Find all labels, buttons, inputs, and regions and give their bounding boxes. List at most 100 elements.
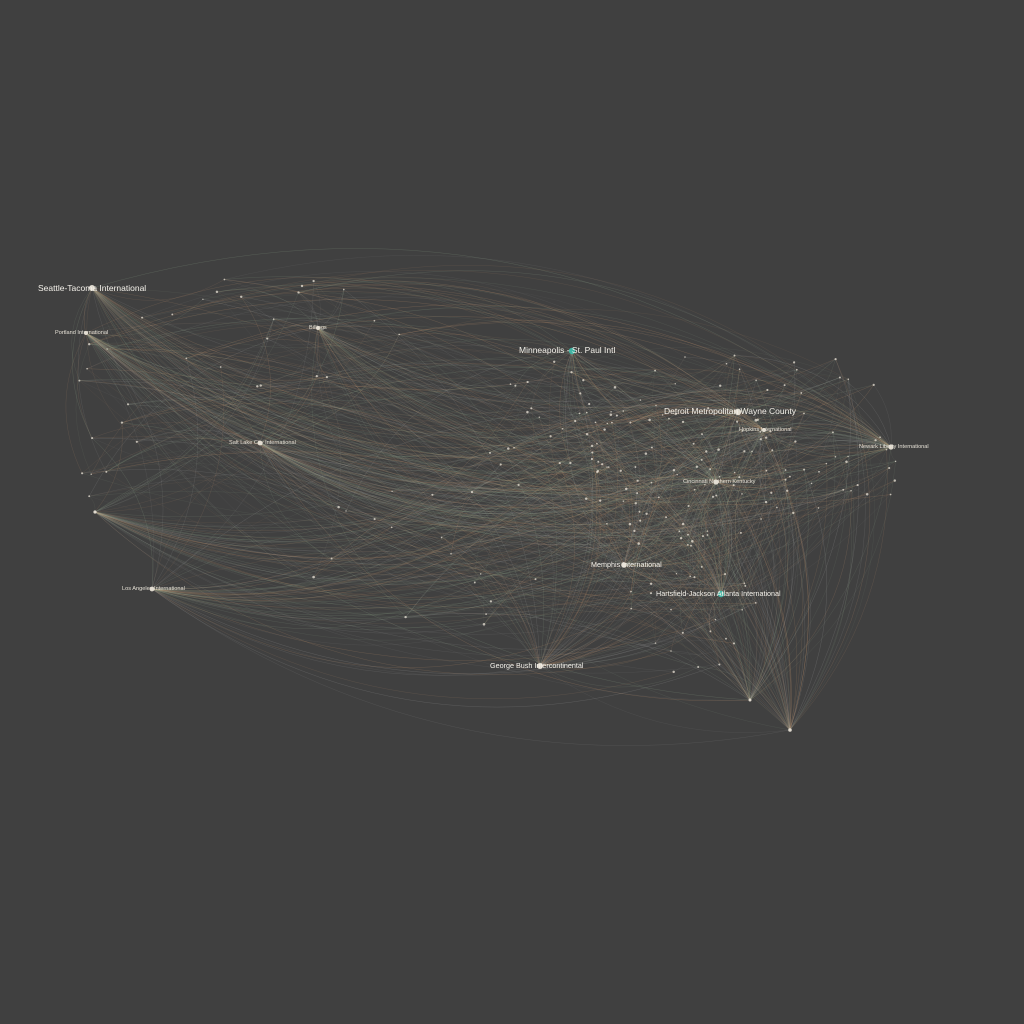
edge xyxy=(539,369,740,667)
edge xyxy=(749,461,848,701)
edge xyxy=(345,510,791,731)
hub-node xyxy=(93,510,97,514)
edge xyxy=(151,411,612,595)
edge xyxy=(749,380,799,701)
edge xyxy=(151,440,876,615)
edge xyxy=(583,378,765,431)
edge xyxy=(94,511,720,674)
edge xyxy=(640,469,805,523)
edge xyxy=(571,350,756,604)
airport-node xyxy=(648,418,651,422)
edge xyxy=(136,363,765,443)
edge xyxy=(151,461,896,609)
edge xyxy=(151,430,743,595)
edge xyxy=(259,442,636,520)
edge xyxy=(315,327,328,378)
edge xyxy=(570,421,765,464)
edge xyxy=(259,442,895,549)
edge xyxy=(220,339,788,491)
edge xyxy=(626,476,819,509)
edge xyxy=(85,332,659,501)
edge xyxy=(596,443,722,595)
edge xyxy=(610,390,892,448)
edge xyxy=(259,442,727,642)
edge xyxy=(85,332,707,477)
airport-node xyxy=(687,504,690,508)
edge xyxy=(172,313,689,507)
edge xyxy=(772,450,819,508)
edge xyxy=(216,291,501,465)
edge xyxy=(85,332,601,512)
edge xyxy=(719,476,733,595)
edge xyxy=(696,466,767,479)
airport-node xyxy=(634,502,637,505)
edge xyxy=(94,511,487,618)
edge xyxy=(716,495,758,701)
edge xyxy=(259,403,590,469)
airport-node xyxy=(266,337,269,340)
edge xyxy=(136,429,261,444)
airport-node xyxy=(633,529,636,533)
edge xyxy=(92,422,261,444)
edge xyxy=(94,413,676,544)
edge xyxy=(766,440,892,471)
airport-node xyxy=(585,411,588,414)
edge xyxy=(701,435,892,461)
airport-node xyxy=(312,279,315,283)
airport-node xyxy=(342,288,345,291)
edge xyxy=(749,463,828,701)
edge xyxy=(640,380,757,521)
edge xyxy=(631,586,722,609)
edge xyxy=(317,327,572,386)
edge xyxy=(668,418,727,595)
edge xyxy=(569,350,641,521)
edge xyxy=(611,422,746,586)
edge xyxy=(571,367,765,431)
edge xyxy=(651,429,765,483)
edge xyxy=(694,490,788,578)
edge xyxy=(91,287,756,604)
edge xyxy=(611,422,791,731)
edge xyxy=(567,350,599,472)
edge xyxy=(763,429,796,443)
edge xyxy=(316,363,717,483)
edge xyxy=(640,520,746,586)
edge xyxy=(483,429,765,625)
edge xyxy=(85,332,599,474)
edge xyxy=(399,321,892,448)
edge xyxy=(317,327,692,546)
edge xyxy=(259,376,318,444)
edge xyxy=(326,376,601,501)
edge xyxy=(298,270,892,448)
airport-node xyxy=(513,446,515,449)
edge xyxy=(151,432,887,590)
airport-node xyxy=(732,642,736,645)
airport-node xyxy=(440,536,443,539)
airport-node xyxy=(847,378,850,380)
edge xyxy=(273,318,812,486)
edge xyxy=(623,488,683,633)
edge xyxy=(539,665,791,733)
edge xyxy=(85,332,720,495)
edge xyxy=(91,287,659,509)
airport-node xyxy=(691,540,694,543)
edge xyxy=(91,287,876,490)
edge xyxy=(91,287,678,487)
airport-node xyxy=(538,416,541,418)
edge xyxy=(616,409,753,452)
edge xyxy=(91,287,762,521)
edge xyxy=(684,356,892,448)
airport-node xyxy=(847,455,849,458)
airport-node xyxy=(88,495,91,498)
edge xyxy=(559,462,625,566)
edge xyxy=(151,358,836,591)
edge xyxy=(760,422,892,448)
edge xyxy=(317,327,699,668)
airport-node xyxy=(534,578,537,581)
edge xyxy=(539,441,796,667)
edge xyxy=(749,469,809,701)
edge xyxy=(82,441,796,526)
edge xyxy=(639,511,791,731)
edge xyxy=(789,379,860,731)
edge xyxy=(259,442,393,494)
